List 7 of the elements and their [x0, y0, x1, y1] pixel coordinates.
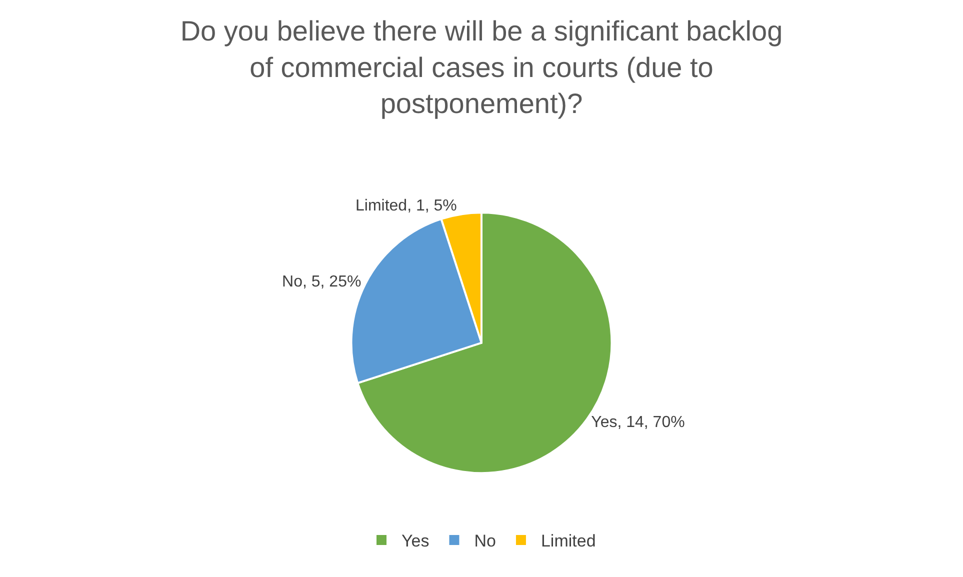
data-label: Yes, 14, 70%	[591, 414, 685, 431]
legend-label: No	[474, 532, 496, 551]
chart-title: Do you believe there will be a significant backlog of commercial cases in courts (due to postponement)?	[180, 15, 783, 120]
data-label: No, 5, 25%	[282, 273, 362, 290]
data-label: Limited, 1, 5%	[355, 197, 457, 214]
legend-label: Limited	[540, 532, 596, 551]
legend-label: Yes	[402, 532, 430, 551]
